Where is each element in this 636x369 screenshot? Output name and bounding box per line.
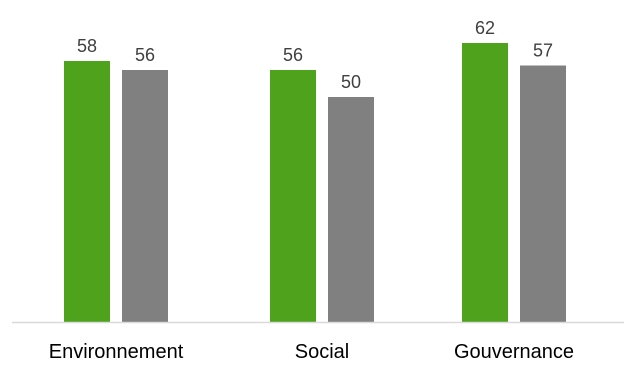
data-label-social-series-2: 50	[341, 72, 361, 92]
data-labels-group: 58 56 56 50 62 57	[77, 18, 553, 92]
bar-environnement-series-1	[64, 61, 110, 322]
data-label-social-series-1: 56	[283, 45, 303, 65]
category-labels-group: Environnement Social Gouvernance	[49, 341, 574, 363]
bars-group	[64, 43, 566, 322]
data-label-environnement-series-1: 58	[77, 36, 97, 56]
data-label-environnement-series-2: 56	[135, 45, 155, 65]
bar-social-series-1	[270, 70, 316, 322]
bar-environnement-series-2	[122, 70, 168, 322]
data-label-gouvernance-series-2: 57	[533, 41, 553, 61]
category-label-gouvernance: Gouvernance	[454, 341, 574, 363]
bar-gouvernance-series-1	[462, 43, 508, 322]
data-label-gouvernance-series-1: 62	[475, 18, 495, 38]
bar-social-series-2	[328, 97, 374, 322]
bar-gouvernance-series-2	[520, 65, 566, 322]
category-label-environnement: Environnement	[49, 341, 184, 363]
category-label-social: Social	[295, 341, 349, 363]
